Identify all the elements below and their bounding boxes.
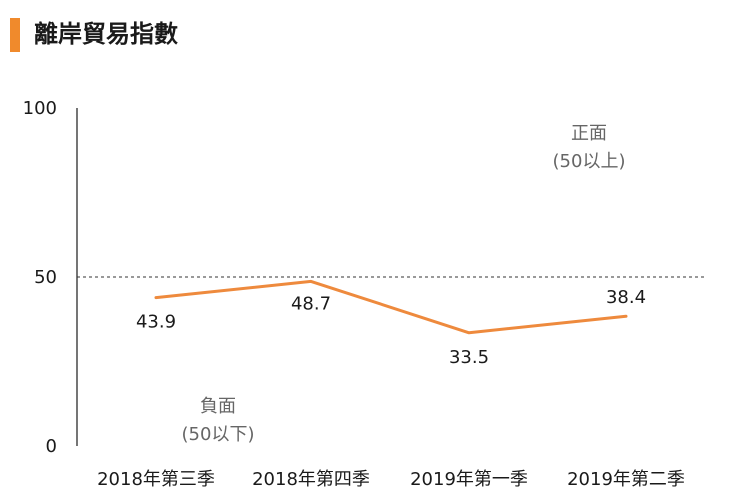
data-label-1: 48.7 — [291, 293, 331, 314]
x-category-label-3: 2019年第二季 — [567, 469, 685, 490]
series-line — [154, 279, 628, 335]
data-point-0 — [155, 297, 157, 299]
y-axis: 0 50 100 — [23, 98, 78, 457]
data-label-0: 43.9 — [136, 312, 176, 333]
y-tick-label-100: 100 — [23, 98, 57, 119]
series-group — [154, 279, 628, 335]
data-labels-group: 43.9 48.7 33.5 38.4 — [136, 287, 646, 368]
data-label-3: 38.4 — [606, 287, 646, 308]
data-label-2: 33.5 — [449, 347, 489, 368]
y-tick-label-50: 50 — [34, 267, 57, 288]
chart-title: 離岸貿易指數 — [34, 20, 178, 48]
data-point-3 — [625, 315, 627, 317]
y-tick-label-0: 0 — [46, 436, 57, 457]
annotation-positive-title: 正面 — [571, 123, 607, 144]
x-axis-labels: 2018年第三季 2018年第四季 2019年第一季 2019年第二季 — [97, 469, 685, 490]
x-category-label-2: 2019年第一季 — [410, 469, 528, 490]
annotations-group: 正面 (50以上) 負面 (50以下) — [182, 123, 626, 445]
data-point-1 — [310, 280, 312, 282]
annotation-negative-range: (50以下) — [182, 424, 255, 445]
annotation-positive-range: (50以上) — [553, 151, 626, 172]
annotation-negative-title: 負面 — [200, 396, 236, 417]
x-category-label-1: 2018年第四季 — [252, 469, 370, 490]
data-point-2 — [468, 332, 470, 334]
title-accent-bar — [10, 18, 20, 52]
x-category-label-0: 2018年第三季 — [97, 469, 215, 490]
